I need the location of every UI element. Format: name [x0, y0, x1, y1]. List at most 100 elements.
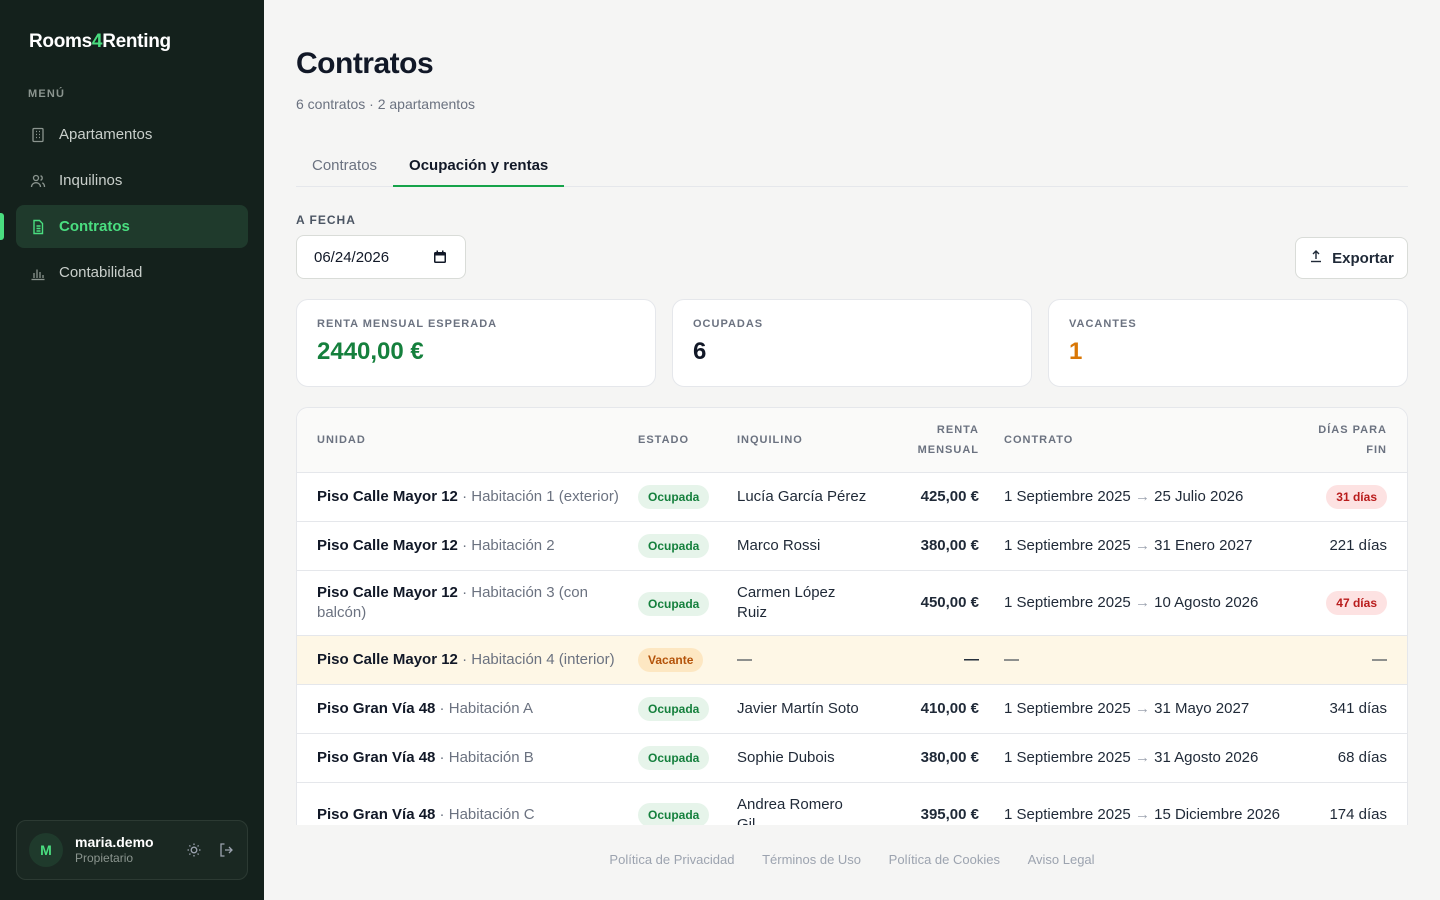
rent-cell: — — [964, 651, 979, 668]
contract-cell: 1 Septiembre 2025 → 15 Diciembre 2026 — [1004, 806, 1281, 823]
date-input[interactable]: 06/24/2026 — [296, 235, 466, 279]
table-row[interactable]: Piso Calle Mayor 12 · Habitación 3 (con b… — [297, 571, 1407, 636]
rent-cell: 380,00 € — [920, 537, 979, 554]
table-row[interactable]: Piso Calle Mayor 12 · Habitación 1 (exte… — [297, 473, 1407, 522]
unit-cell: Piso Calle Mayor 12 · Habitación 3 (con b… — [317, 584, 588, 621]
upload-icon — [1309, 249, 1323, 267]
main-content: Contratos 6 contratos · 2 apartamentos C… — [264, 0, 1440, 900]
days-cell: 221 días — [1329, 537, 1387, 554]
unit-cell: Piso Calle Mayor 12 · Habitación 1 (exte… — [317, 488, 619, 505]
export-button[interactable]: Exportar — [1295, 237, 1408, 279]
stat-label: RENTA MENSUAL ESPERADA — [317, 318, 498, 330]
logout-icon[interactable] — [217, 841, 235, 859]
footer-link-aviso-legal[interactable]: Aviso Legal — [1027, 852, 1095, 867]
rent-cell: 380,00 € — [920, 749, 979, 766]
table-row[interactable]: Piso Calle Mayor 12 · Habitación 2 Ocupa… — [297, 522, 1407, 571]
contract-cell: — — [1004, 651, 1019, 668]
stat-label: VACANTES — [1069, 318, 1137, 330]
footer-link-cookies[interactable]: Política de Cookies — [888, 852, 1000, 867]
contract-cell: 1 Septiembre 2025 → 31 Enero 2027 — [1004, 537, 1253, 554]
sidebar-item-contabilidad[interactable]: Contabilidad — [16, 251, 248, 294]
building-icon — [30, 127, 46, 143]
contract-cell: 1 Septiembre 2025 → 31 Agosto 2026 — [1004, 749, 1259, 766]
table-row[interactable]: Piso Gran Vía 48 · Habitación C Ocupada … — [297, 783, 1407, 825]
sidebar-item-contratos[interactable]: Contratos — [0, 205, 248, 248]
user-role: Propietario — [75, 851, 134, 866]
col-header-renta[interactable]: RENTA MENSUAL — [917, 424, 979, 456]
rent-cell: 395,00 € — [920, 806, 979, 823]
col-header-unidad[interactable]: UNIDAD — [317, 434, 366, 446]
col-header-inquilino[interactable]: INQUILINO — [737, 434, 803, 446]
col-header-dias[interactable]: DÍAS PARA FIN — [1318, 424, 1387, 456]
sidebar-item-apartamentos[interactable]: Apartamentos — [16, 113, 248, 156]
tabs: Contratos Ocupación y rentas — [296, 146, 1408, 187]
unit-cell: Piso Calle Mayor 12 · Habitación 4 (inte… — [317, 651, 615, 668]
date-filter-label: A FECHA — [296, 213, 356, 227]
table-row[interactable]: Piso Gran Vía 48 · Habitación B Ocupada … — [297, 734, 1407, 783]
footer-link-privacidad[interactable]: Política de Privacidad — [609, 852, 735, 867]
date-value: 06/24/2026 — [314, 248, 390, 266]
stat-value: 1 — [1069, 338, 1083, 365]
document-icon — [30, 219, 46, 235]
rent-cell: 425,00 € — [920, 488, 979, 505]
stat-value: 2440,00 € — [317, 338, 424, 365]
rent-cell: 410,00 € — [920, 700, 979, 717]
tenant-cell: — — [737, 651, 752, 668]
days-cell: 341 días — [1329, 700, 1387, 717]
stat-card-ocupadas: OCUPADAS 6 — [672, 299, 1032, 387]
stat-card-renta: RENTA MENSUAL ESPERADA 2440,00 € — [296, 299, 656, 387]
contract-cell: 1 Septiembre 2025 → 10 Agosto 2026 — [1004, 594, 1259, 611]
tenant-cell: Andrea Romero Gil — [737, 796, 843, 825]
contract-cell: 1 Septiembre 2025 → 31 Mayo 2027 — [1004, 700, 1250, 717]
unit-cell: Piso Gran Vía 48 · Habitación B — [317, 749, 534, 766]
app-logo[interactable]: Rooms4Renting — [29, 31, 171, 52]
table-header: UNIDAD ESTADO INQUILINO RENTA MENSUAL CON… — [297, 408, 1407, 473]
footer-link-terminos[interactable]: Términos de Uso — [762, 852, 862, 867]
sidebar-item-label: Contabilidad — [59, 264, 143, 281]
user-card: M maria.demo Propietario — [16, 820, 248, 880]
status-badge: Ocupada — [638, 697, 710, 721]
status-badge: Ocupada — [638, 592, 710, 616]
occupancy-table: UNIDAD ESTADO INQUILINO RENTA MENSUAL CON… — [296, 407, 1408, 825]
sidebar-item-label: Inquilinos — [59, 172, 123, 189]
sidebar: Rooms4Renting MENÚ Apartamentos Inquilin… — [0, 0, 264, 900]
days-cell: — — [1372, 651, 1387, 668]
users-icon — [30, 173, 46, 189]
theme-toggle-icon[interactable] — [185, 841, 203, 859]
unit-cell: Piso Gran Vía 48 · Habitación C — [317, 806, 535, 823]
page-subtitle: 6 contratos · 2 apartamentos — [296, 96, 475, 112]
stat-label: OCUPADAS — [693, 318, 764, 330]
tab-ocupacion-rentas[interactable]: Ocupación y rentas — [393, 146, 565, 187]
unit-cell: Piso Gran Vía 48 · Habitación A — [317, 700, 533, 717]
page-title: Contratos — [296, 47, 434, 80]
col-header-estado[interactable]: ESTADO — [638, 434, 690, 446]
sidebar-nav: Apartamentos Inquilinos Contratos Contab… — [0, 113, 248, 297]
col-header-contrato[interactable]: CONTRATO — [1004, 434, 1074, 446]
menu-title: MENÚ — [28, 88, 66, 100]
unit-cell: Piso Calle Mayor 12 · Habitación 2 — [317, 537, 555, 554]
days-cell: 68 días — [1337, 749, 1387, 766]
stat-value: 6 — [693, 338, 707, 365]
status-badge: Vacante — [638, 648, 704, 672]
sidebar-item-label: Apartamentos — [59, 126, 153, 143]
status-badge: Ocupada — [638, 746, 710, 770]
contract-cell: 1 Septiembre 2025 → 25 Julio 2026 — [1004, 488, 1244, 505]
footer: Política de Privacidad Términos de Uso P… — [264, 852, 1440, 867]
table-row[interactable]: Piso Gran Vía 48 · Habitación A Ocupada … — [297, 685, 1407, 734]
status-badge: Ocupada — [638, 803, 710, 825]
calendar-icon[interactable] — [433, 250, 447, 264]
sidebar-item-inquilinos[interactable]: Inquilinos — [16, 159, 248, 202]
tenant-cell: Carmen López Ruiz — [737, 584, 836, 621]
sidebar-item-label: Contratos — [59, 218, 130, 235]
export-label: Exportar — [1332, 249, 1394, 267]
tenant-cell: Marco Rossi — [737, 537, 821, 554]
status-badge: Ocupada — [638, 485, 710, 509]
user-name: maria.demo — [75, 833, 154, 850]
bar-chart-icon — [30, 265, 46, 281]
tenant-cell: Javier Martín Soto — [737, 700, 859, 717]
table-row-vacant[interactable]: Piso Calle Mayor 12 · Habitación 4 (inte… — [297, 636, 1407, 685]
tenant-cell: Sophie Dubois — [737, 749, 835, 766]
avatar: M — [29, 833, 63, 867]
tab-contratos[interactable]: Contratos — [312, 157, 378, 174]
tenant-cell: Lucía García Pérez — [737, 488, 867, 505]
